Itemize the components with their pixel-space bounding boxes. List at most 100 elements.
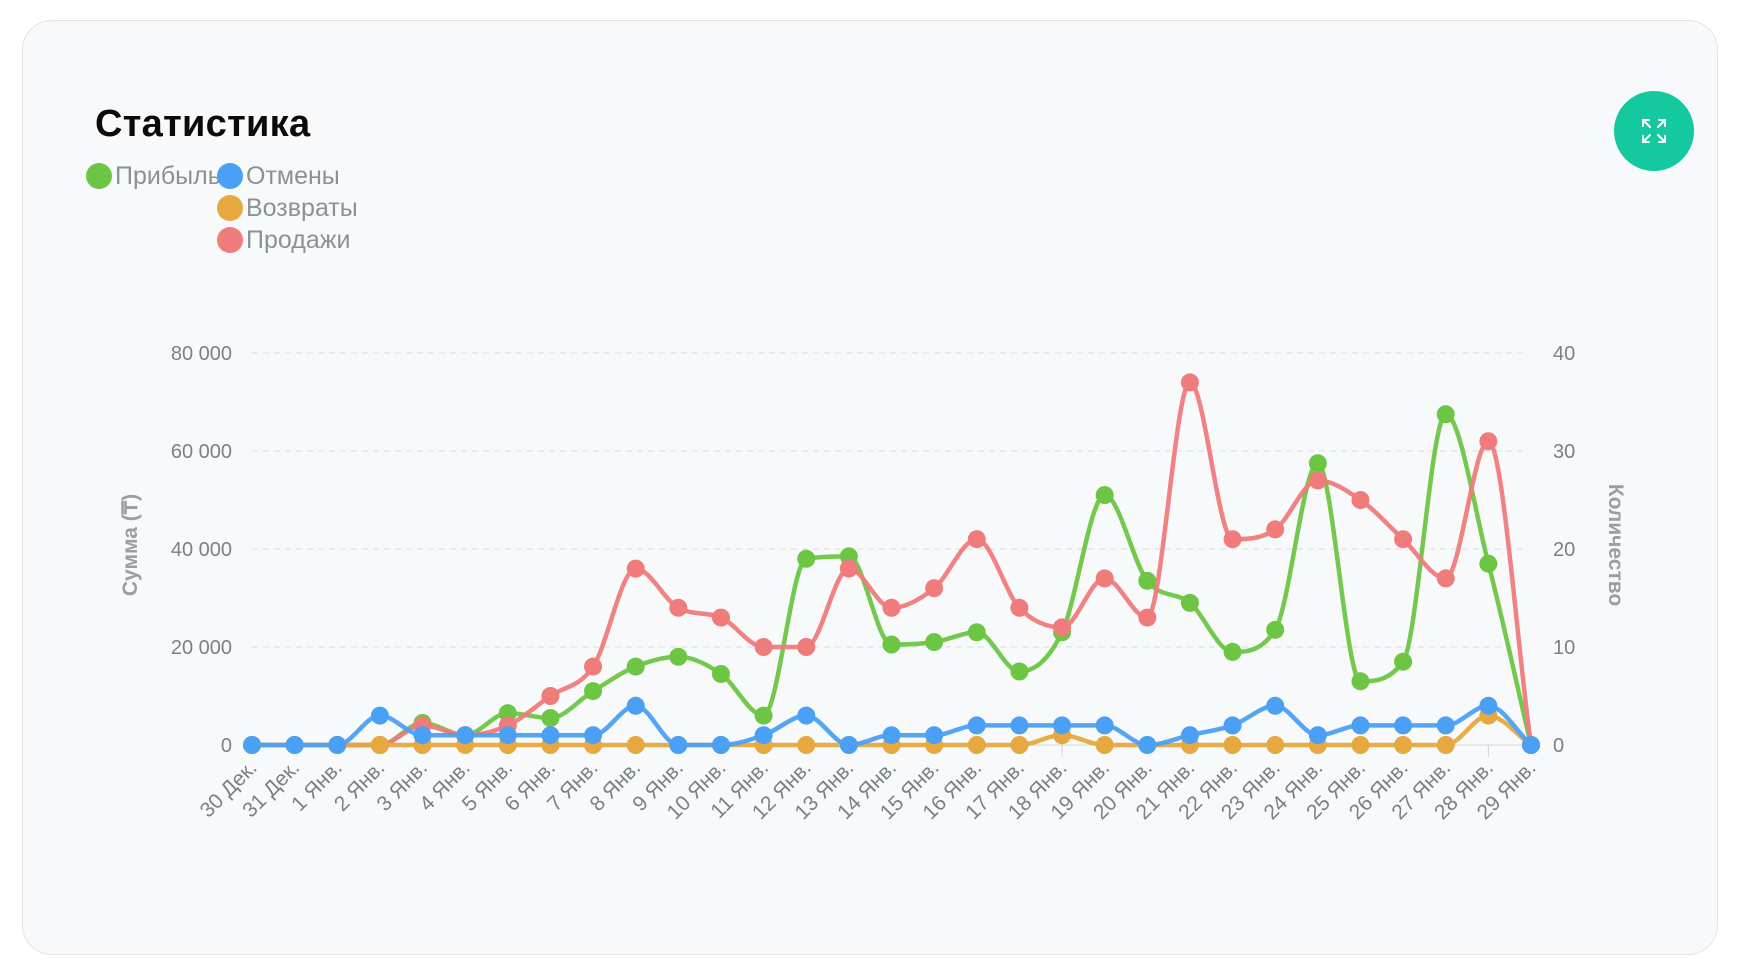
data-point-profit[interactable] xyxy=(1351,672,1370,691)
data-point-cancels[interactable] xyxy=(925,726,944,745)
data-point-returns[interactable] xyxy=(1095,736,1114,754)
data-point-cancels[interactable] xyxy=(1351,716,1370,735)
data-point-returns[interactable] xyxy=(967,736,986,754)
data-point-profit[interactable] xyxy=(967,623,986,642)
data-point-sales[interactable] xyxy=(839,559,858,578)
data-point-cancels[interactable] xyxy=(456,726,475,745)
legend-item-returns[interactable]: Возвраты xyxy=(217,192,358,224)
data-point-sales[interactable] xyxy=(1394,530,1413,549)
data-point-cancels[interactable] xyxy=(1308,726,1327,745)
data-point-sales[interactable] xyxy=(967,530,986,549)
series-line-profit xyxy=(249,412,1534,748)
data-point-cancels[interactable] xyxy=(1010,716,1029,735)
data-point-profit[interactable] xyxy=(669,647,688,666)
data-point-sales[interactable] xyxy=(1010,598,1029,617)
data-point-cancels[interactable] xyxy=(626,696,645,715)
expand-arrows-icon xyxy=(1642,119,1666,143)
data-point-sales[interactable] xyxy=(626,559,645,578)
y2-axis-title: Количество xyxy=(1604,484,1627,606)
data-point-profit[interactable] xyxy=(1223,642,1242,661)
data-point-cancels[interactable] xyxy=(839,736,858,754)
data-point-profit[interactable] xyxy=(1436,405,1455,424)
data-point-cancels[interactable] xyxy=(328,736,347,754)
data-point-profit[interactable] xyxy=(584,682,603,701)
data-point-sales[interactable] xyxy=(925,579,944,598)
data-point-profit[interactable] xyxy=(1308,454,1327,473)
data-point-sales[interactable] xyxy=(1479,432,1498,451)
series-points xyxy=(243,373,1540,754)
y-tick-label: 60 000 xyxy=(171,441,232,463)
data-point-sales[interactable] xyxy=(1138,608,1157,627)
legend-item-cancels[interactable]: Отмены xyxy=(217,160,340,192)
data-point-sales[interactable] xyxy=(1095,569,1114,588)
data-point-profit[interactable] xyxy=(882,635,901,654)
expand-button[interactable] xyxy=(1614,91,1694,171)
data-point-returns[interactable] xyxy=(1394,736,1413,754)
data-point-returns[interactable] xyxy=(1010,736,1029,754)
y-tick-label: 80 000 xyxy=(171,343,232,365)
data-point-profit[interactable] xyxy=(1266,620,1285,639)
data-point-sales[interactable] xyxy=(1266,520,1285,539)
data-point-sales[interactable] xyxy=(584,657,603,676)
legend-item-profit[interactable]: Прибыль xyxy=(86,160,221,192)
data-point-returns[interactable] xyxy=(1436,736,1455,754)
data-point-cancels[interactable] xyxy=(498,726,517,745)
data-point-cancels[interactable] xyxy=(370,706,389,725)
data-point-sales[interactable] xyxy=(1223,530,1242,549)
data-point-sales[interactable] xyxy=(1308,471,1327,490)
data-point-profit[interactable] xyxy=(1394,652,1413,671)
data-point-cancels[interactable] xyxy=(1266,696,1285,715)
data-point-cancels[interactable] xyxy=(1138,736,1157,754)
data-point-cancels[interactable] xyxy=(882,726,901,745)
data-point-profit[interactable] xyxy=(925,633,944,652)
data-point-returns[interactable] xyxy=(797,736,816,754)
data-point-profit[interactable] xyxy=(797,549,816,568)
data-point-cancels[interactable] xyxy=(711,736,730,754)
data-point-profit[interactable] xyxy=(754,706,773,725)
data-point-cancels[interactable] xyxy=(669,736,688,754)
data-point-profit[interactable] xyxy=(1010,662,1029,681)
legend-label-sales: Продажи xyxy=(246,225,351,254)
data-point-profit[interactable] xyxy=(711,664,730,683)
data-point-cancels[interactable] xyxy=(1394,716,1413,735)
data-point-cancels[interactable] xyxy=(1095,716,1114,735)
legend-item-sales[interactable]: Продажи xyxy=(217,224,350,256)
data-point-cancels[interactable] xyxy=(1180,726,1199,745)
data-point-sales[interactable] xyxy=(754,638,773,656)
data-point-profit[interactable] xyxy=(1138,571,1157,590)
data-point-profit[interactable] xyxy=(1180,593,1199,612)
data-point-returns[interactable] xyxy=(1351,736,1370,754)
data-point-sales[interactable] xyxy=(669,598,688,617)
data-point-cancels[interactable] xyxy=(754,726,773,745)
data-point-cancels[interactable] xyxy=(285,736,304,754)
data-point-returns[interactable] xyxy=(1266,736,1285,754)
data-point-cancels[interactable] xyxy=(967,716,986,735)
data-point-cancels[interactable] xyxy=(797,706,816,725)
data-point-cancels[interactable] xyxy=(243,736,261,754)
data-point-sales[interactable] xyxy=(1351,491,1370,509)
data-point-profit[interactable] xyxy=(1479,554,1498,573)
data-point-returns[interactable] xyxy=(370,736,389,754)
legend-dot-profit xyxy=(86,163,112,189)
data-point-cancels[interactable] xyxy=(1479,696,1498,715)
data-point-sales[interactable] xyxy=(711,608,730,627)
data-point-sales[interactable] xyxy=(1180,373,1199,392)
data-point-cancels[interactable] xyxy=(1522,736,1540,754)
data-point-sales[interactable] xyxy=(797,638,816,656)
y-tick-label: 40 000 xyxy=(171,539,232,561)
data-point-returns[interactable] xyxy=(626,736,645,754)
data-point-cancels[interactable] xyxy=(1223,716,1242,735)
data-point-cancels[interactable] xyxy=(541,726,560,745)
data-point-sales[interactable] xyxy=(1436,569,1455,588)
data-point-cancels[interactable] xyxy=(1436,716,1455,735)
data-point-profit[interactable] xyxy=(541,709,560,728)
data-point-cancels[interactable] xyxy=(413,726,432,745)
data-point-returns[interactable] xyxy=(1223,736,1242,754)
data-point-cancels[interactable] xyxy=(1053,716,1072,735)
data-point-profit[interactable] xyxy=(1095,486,1114,505)
data-point-sales[interactable] xyxy=(1053,618,1072,637)
data-point-profit[interactable] xyxy=(626,657,645,676)
data-point-sales[interactable] xyxy=(541,687,560,705)
data-point-cancels[interactable] xyxy=(584,726,603,745)
data-point-sales[interactable] xyxy=(882,598,901,617)
